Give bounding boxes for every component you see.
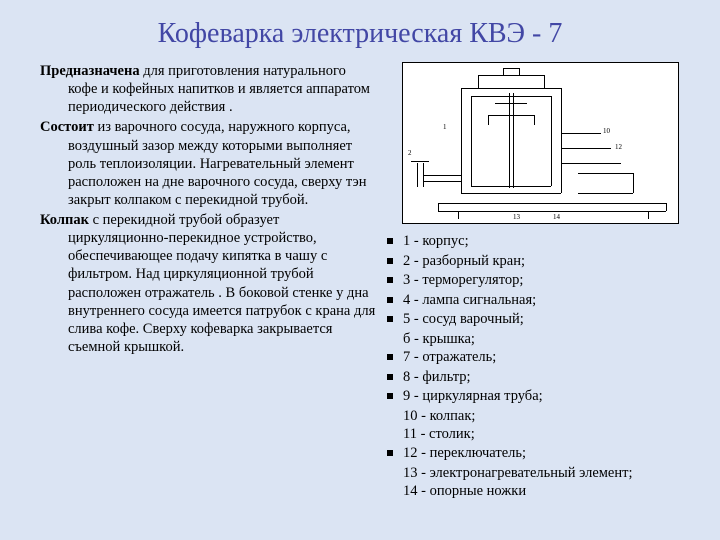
bullet-icon [387,450,393,456]
bullet-icon [387,258,393,264]
legend-list: 1 - корпус; 2 - разборный кран;3 - термо… [387,232,680,501]
legend-item: 12 - переключатель; [387,444,680,463]
legend-subitem: б - крышка; [403,330,680,349]
slide: Кофеварка электрическая КВЭ - 7 Предназн… [0,0,720,540]
legend-item: 1 - корпус; [387,232,680,251]
legend-item: 7 - отражатель; [387,348,680,367]
bullet-icon [387,316,393,322]
legend-text: 3 - терморегулятор; [403,271,680,290]
para3-text: с перекидной трубой образует циркуляцион… [68,212,375,355]
legend-text: 8 - фильтр; [403,368,680,387]
right-column: 10 12 1 2 14 13 1 - корпус; 2 - разборны… [387,62,680,501]
paragraph-cap: Колпак с перекидной трубой образует цирк… [40,211,377,356]
legend-text: 2 - разборный кран; [403,252,680,271]
legend-item: 4 - лампа сигнальная; [387,291,680,310]
legend-text: 9 - циркулярная труба; [403,387,680,406]
device-diagram: 10 12 1 2 14 13 [402,62,679,224]
legend-text: 7 - отражатель; [403,348,680,367]
legend-item: 8 - фильтр; [387,368,680,387]
legend-item: 5 - сосуд варочный; [387,310,680,329]
legend-text: 12 - переключатель; [403,444,680,463]
legend-subitem: 11 - столик; [403,425,680,444]
bullet-icon [387,393,393,399]
bullet-icon [387,354,393,360]
description-column: Предназначена для приготовления натураль… [40,62,377,501]
legend-subitem: 14 - опорные ножки [403,482,680,501]
paragraph-purpose: Предназначена для приготовления натураль… [40,62,377,116]
lead-word-2: Состоит [40,119,94,135]
legend-text: 1 - корпус; [403,232,680,251]
lead-word-3: Колпак [40,212,89,228]
legend-item: 2 - разборный кран; [387,252,680,271]
lead-word-1: Предназначена [40,63,140,79]
legend-subitem: 10 - колпак; [403,407,680,426]
legend-text: 5 - сосуд варочный; [403,310,680,329]
legend-item: 9 - циркулярная труба; [387,387,680,406]
content-row: Предназначена для приготовления натураль… [40,62,680,501]
legend-item: 3 - терморегулятор; [387,271,680,290]
legend-text: 4 - лампа сигнальная; [403,291,680,310]
para2-text: из варочного сосуда, наружного корпуса, … [68,119,367,208]
bullet-icon [387,374,393,380]
slide-title: Кофеварка электрическая КВЭ - 7 [40,18,680,50]
legend-subitem: 13 - электронагревательный элемент; [403,464,680,483]
bullet-icon [387,277,393,283]
bullet-icon [387,297,393,303]
paragraph-composition: Состоит из варочного сосуда, наружного к… [40,118,377,209]
bullet-icon [387,238,393,244]
